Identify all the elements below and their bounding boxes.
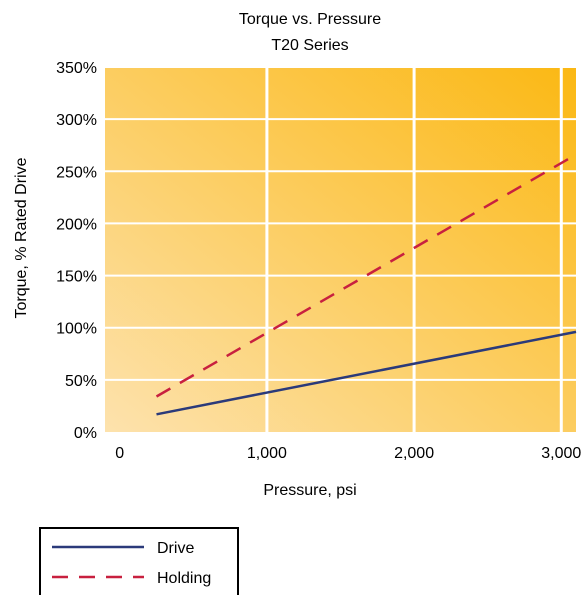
x-tick-label: 0 [115,445,124,462]
y-tick-label: 200% [56,216,97,233]
y-tick-label: 150% [56,269,97,286]
grid [105,66,576,432]
legend-box [39,527,239,595]
y-tick-label: 100% [56,321,97,338]
y-tick-label: 300% [56,112,97,129]
y-tick-label: 350% [56,60,97,77]
x-tick-labels: 0 1,000 2,000 3,000 [115,445,581,462]
series-line-drive [156,330,577,416]
y-tick-label: 0% [74,425,97,442]
x-tick-label: 1,000 [247,445,287,462]
y-tick-label: 250% [56,164,97,181]
plot-area [105,67,576,432]
x-tick-label: 2,000 [394,445,434,462]
y-tick-labels: 0% 50% 100% 150% 200% 250% 300% 350% [56,60,97,442]
x-tick-label: 3,000 [541,445,581,462]
legend-label-holding: Holding [157,570,211,587]
series-group [155,153,577,416]
y-axis-label: Torque, % Rated Drive [13,157,30,318]
x-axis-label: Pressure, psi [263,482,356,499]
legend-label-drive: Drive [157,540,194,557]
y-tick-label: 50% [65,373,97,390]
chart-subtitle: T20 Series [271,37,348,54]
legend: Drive Holding [39,527,239,595]
chart-title: Torque vs. Pressure [239,11,381,28]
